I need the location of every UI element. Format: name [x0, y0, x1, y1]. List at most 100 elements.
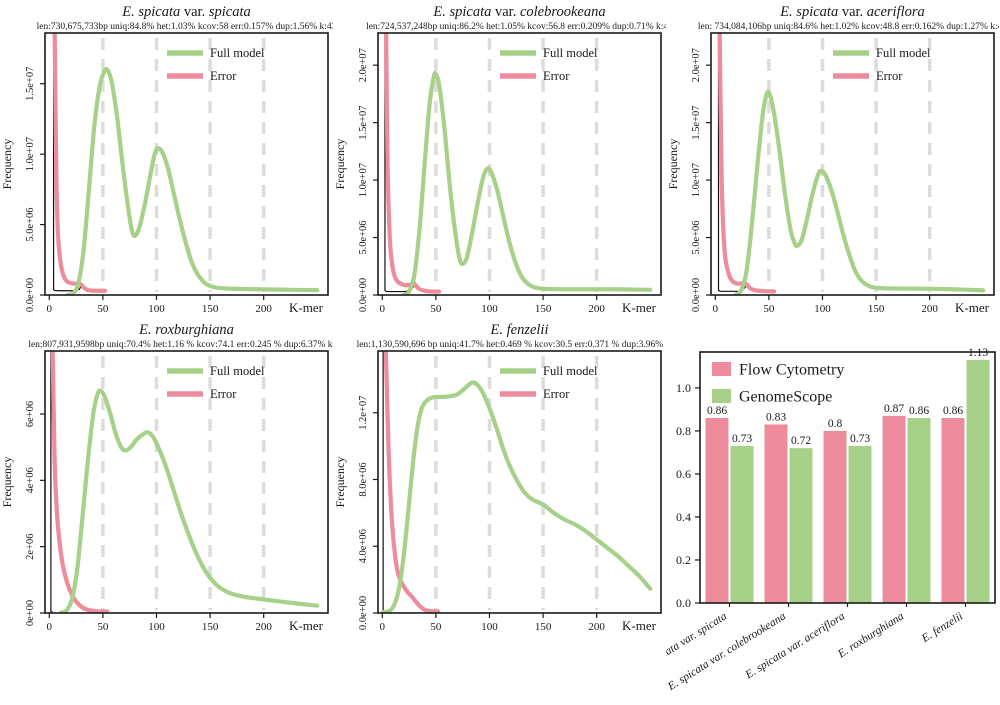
bar-value-label: 0.83 — [766, 411, 786, 423]
genome-size-bar-chart: 0.0 0.2 0.4 0.6 0.8 1.0 0.86 0.73 E. spicata var… — [666, 347, 996, 693]
x-category-label: E. spicata var. aceriflora — [743, 610, 848, 682]
y-tick-label: 2.0e+07 — [358, 48, 369, 82]
x-tick-label: 150 — [535, 303, 552, 315]
kmer-plot-aceriflora: E. spicata var. aceriflora len: 734,084,1… — [666, 4, 999, 315]
legend-label: Full model — [543, 364, 598, 378]
kmer-plot-spicata: E. spicata var. spicata len:730,675,733bp… — [0, 4, 333, 315]
panel-kmer-roxburghiana: E. roxburghiana len:807,931,9598bp uniq:7… — [0, 318, 333, 653]
y-tick-label: 1.0 — [676, 381, 691, 395]
panel-title: E. spicata var. aceriflora — [779, 4, 925, 20]
error-curve — [52, 33, 108, 293]
y-axis-label: Frequency — [333, 139, 347, 190]
y-tick-label: 1.5e+07 — [25, 67, 36, 101]
y-tick-label: 1.5e+07 — [358, 106, 369, 140]
full-model-curve — [381, 380, 653, 613]
legend-label: Full model — [210, 46, 265, 60]
x-tick-label: 200 — [588, 303, 605, 315]
panel-kmer-spicata: E. spicata var. spicata len:730,675,733bp… — [0, 0, 333, 318]
x-tick-label: 50 — [97, 303, 109, 315]
legend-label: Full model — [543, 46, 598, 60]
x-axis-label: K-mer — [289, 618, 324, 633]
panel-title: E. roxburghiana — [138, 322, 234, 338]
bar-value-label: 0.86 — [707, 405, 727, 417]
bar-genomescope — [966, 359, 990, 603]
y-tick-label: 0.0e+00 — [358, 596, 369, 630]
y-axis-label: Frequency — [333, 457, 347, 508]
bar-value-label: 0.87 — [884, 403, 904, 415]
y-axis-label: Frequency — [0, 139, 14, 190]
x-tick-label: 200 — [921, 303, 938, 315]
y-tick-label: 5.0e+06 — [691, 220, 702, 254]
legend-swatch — [712, 389, 731, 403]
bar-genomescope — [789, 448, 813, 603]
x-tick-label: 150 — [202, 303, 219, 315]
x-category-label: E. spicata var. colebrookeana — [666, 610, 788, 693]
x-axis-label: K-mer — [622, 618, 657, 633]
plot-border — [699, 351, 996, 604]
x-tick-label: 50 — [430, 303, 442, 315]
error-curve — [384, 33, 442, 294]
panel-title: E. fenzelii — [490, 322, 549, 338]
y-tick-label: 8.0e+06 — [358, 462, 369, 496]
panel-stats: len:730,675,733bp uniq:84.8% het:1.03% k… — [37, 22, 333, 32]
x-tick-label: 100 — [481, 621, 498, 633]
x-axis-label: K-mer — [955, 300, 990, 315]
x-tick-label: 50 — [430, 621, 442, 633]
x-tick-label: 150 — [535, 621, 552, 633]
legend-label: Error — [543, 387, 570, 401]
y-tick-label: 0e+00 — [25, 600, 36, 626]
x-tick-label: 0 — [380, 303, 386, 315]
legend-label: Error — [876, 69, 903, 83]
x-tick-label: 200 — [588, 621, 605, 633]
panel-kmer-colebrookeana: E. spicata var. colebrookeana len:724,537… — [333, 0, 666, 318]
legend-label: Full model — [876, 46, 931, 60]
y-tick-label: 4.0e+06 — [358, 529, 369, 563]
panel-stats: len:1,130,590,696 bp uniq:41.7% het:0.46… — [357, 340, 666, 350]
y-tick-label: 1.0e+07 — [691, 163, 702, 197]
x-tick-label: 100 — [148, 303, 165, 315]
plot-border — [44, 350, 329, 614]
y-tick-label: 0.6 — [676, 467, 691, 481]
bar-flow-cytometry — [941, 418, 965, 603]
y-tick-label: 0.0e+00 — [25, 278, 36, 312]
x-category-label: E. fenzelii — [919, 610, 965, 645]
y-tick-label: 0.4 — [676, 510, 691, 524]
legend-label: Error — [543, 69, 570, 83]
bar-flow-cytometry — [823, 430, 847, 603]
x-tick-label: 150 — [868, 303, 885, 315]
x-tick-label: 200 — [255, 303, 272, 315]
panel-stats: len: 734,084,106bp uniq:84.6% het:1.02% … — [698, 22, 999, 32]
bar-value-label: 1.13 — [968, 347, 988, 359]
x-tick-label: 0 — [47, 303, 53, 315]
x-tick-label: 0 — [47, 621, 53, 633]
panel-stats: len:724,537,248bp uniq:86.2% het:1.05% k… — [366, 22, 666, 32]
bar-genomescope — [907, 418, 931, 603]
legend-label: Error — [210, 387, 237, 401]
x-tick-label: 0 — [380, 621, 386, 633]
legend-label: Flow Cytometry — [739, 362, 844, 379]
x-axis-label: K-mer — [622, 300, 657, 315]
kmer-plot-roxburghiana: E. roxburghiana len:807,931,9598bp uniq:7… — [0, 322, 333, 633]
y-tick-label: 5.0e+06 — [25, 207, 36, 241]
error-curve — [383, 351, 441, 613]
y-tick-label: 2e+06 — [25, 533, 36, 559]
legend-label: Error — [210, 69, 237, 83]
y-tick-label: 5.0e+06 — [358, 220, 369, 254]
y-tick-label: 1.0e+07 — [358, 163, 369, 197]
bar-value-label: 0.8 — [828, 418, 843, 430]
x-category-label: E. roxburghiana — [835, 610, 906, 661]
x-tick-label: 200 — [255, 621, 272, 633]
x-tick-label: 0 — [713, 303, 719, 315]
panel-title: E. spicata var. spicata — [121, 4, 250, 20]
observed-curve — [50, 351, 53, 613]
bar-value-label: 0.86 — [943, 405, 963, 417]
legend-label: Full model — [210, 364, 265, 378]
x-tick-label: 50 — [97, 621, 109, 633]
full-model-curve — [58, 388, 320, 613]
y-tick-label: 0.2 — [676, 553, 691, 567]
x-tick-label: 100 — [148, 621, 165, 633]
bar-flow-cytometry — [882, 415, 906, 603]
legend-label: GenomeScope — [739, 389, 832, 406]
bar-value-label: 0.86 — [909, 405, 929, 417]
bar-genomescope — [730, 445, 754, 603]
